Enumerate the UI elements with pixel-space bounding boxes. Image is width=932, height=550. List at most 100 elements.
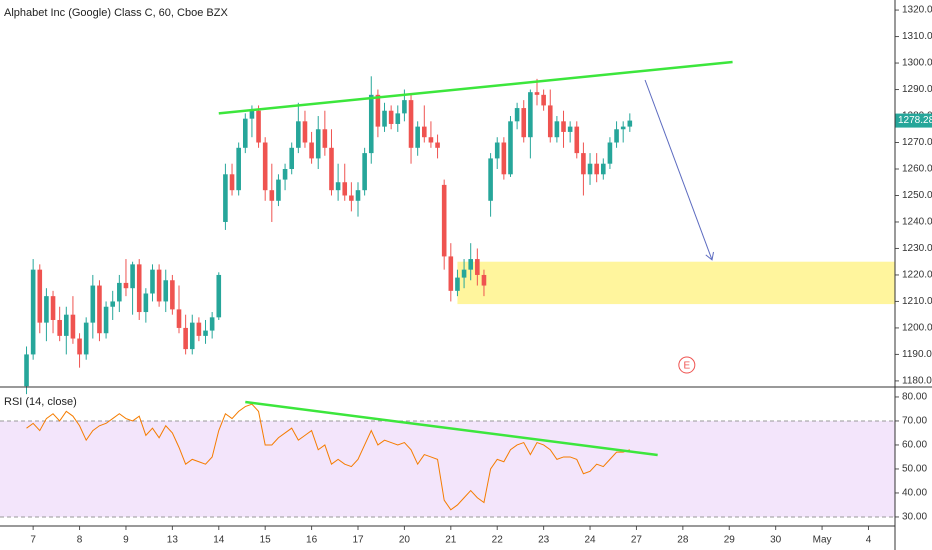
y-tick-label: 40.00	[902, 488, 927, 499]
candle-body	[567, 126, 573, 132]
candle-body	[229, 174, 235, 191]
candle-body	[600, 163, 606, 175]
candle-body	[514, 108, 520, 122]
x-tick-label: 22	[492, 535, 504, 546]
candle-body	[156, 269, 162, 302]
candle-body	[501, 142, 507, 175]
y-tick-label: 80.00	[902, 392, 927, 403]
candle-body	[249, 110, 255, 119]
candle-body	[382, 110, 387, 127]
candle-body	[37, 269, 43, 323]
event-label: E	[683, 361, 690, 372]
candle-body	[547, 105, 553, 138]
candle-body	[607, 142, 613, 164]
candle-body	[441, 184, 447, 257]
candle-body	[110, 301, 116, 307]
candle-body	[322, 129, 328, 148]
candle-body	[282, 168, 288, 180]
candle-body	[415, 126, 420, 148]
candle-body	[196, 322, 202, 336]
candle-body	[83, 322, 89, 355]
x-tick-label: 9	[123, 535, 129, 546]
x-tick-label: 16	[306, 535, 318, 546]
candle-body	[468, 259, 474, 270]
x-tick-label: 30	[770, 535, 782, 546]
candle-body	[402, 100, 407, 114]
x-tick-label: 29	[724, 535, 736, 546]
candle-body	[117, 282, 122, 302]
x-tick-label: 17	[352, 535, 364, 546]
y-tick-label: 50.00	[902, 464, 927, 475]
candle-body	[242, 118, 248, 148]
y-tick-label: 1210.00	[902, 296, 932, 307]
x-tick-label: 23	[538, 535, 550, 546]
candle-body	[395, 113, 401, 124]
candle-body	[209, 317, 215, 331]
candle-body	[130, 264, 135, 289]
candle-body	[554, 121, 560, 138]
chart-title: Alphabet Inc (Google) Class C, 60, Cboe …	[4, 7, 228, 19]
y-tick-label: 60.00	[902, 440, 927, 451]
x-tick-label: 28	[677, 535, 689, 546]
candle-body	[574, 126, 580, 154]
candle-body	[627, 120, 633, 127]
candle-body	[203, 330, 208, 336]
trendline	[245, 400, 658, 457]
candle-body	[620, 126, 626, 130]
arrow	[644, 79, 713, 261]
candle-body	[421, 126, 427, 138]
candle-body	[163, 280, 169, 302]
candle-body	[594, 163, 599, 175]
x-tick-label: 7	[30, 535, 36, 546]
pane-title: RSI (14, close)	[4, 396, 77, 408]
candle-body	[276, 179, 281, 201]
price-label: 1278.28	[898, 115, 932, 126]
candle-body	[541, 94, 546, 106]
candle-body	[388, 110, 394, 124]
x-tick-label: 27	[631, 535, 643, 546]
rsi-line	[26, 403, 630, 511]
candle-body	[90, 285, 96, 323]
candle-body	[50, 296, 56, 320]
candle-body	[176, 309, 182, 328]
candle-body	[475, 259, 480, 275]
candle-body	[342, 182, 348, 196]
y-tick-label: 1230.00	[902, 243, 932, 254]
arrow-head	[705, 251, 714, 261]
candle-body	[587, 163, 593, 175]
candle-body	[256, 110, 261, 143]
candle-body	[136, 264, 142, 313]
y-tick-label: 1180.00	[902, 376, 932, 387]
y-tick-label: 1190.00	[902, 349, 932, 360]
candle-body	[355, 190, 361, 201]
candle-body	[150, 269, 155, 294]
candle-body	[309, 142, 314, 159]
rsi-band	[0, 420, 895, 517]
x-tick-label: 24	[584, 535, 596, 546]
candle-body	[528, 92, 533, 138]
zone	[457, 261, 895, 305]
candle-body	[143, 293, 149, 313]
candle-body	[236, 147, 241, 191]
candle-body	[44, 296, 49, 323]
candle-body	[302, 121, 308, 143]
y-tick-label: 1310.00	[902, 31, 932, 42]
trendline	[218, 60, 733, 115]
candle-body	[57, 319, 62, 336]
x-tick-label: 15	[260, 535, 272, 546]
candle-body	[262, 142, 268, 191]
x-tick-label: May	[813, 535, 832, 546]
candle-body	[183, 327, 188, 350]
candle-body	[494, 142, 500, 159]
candle-body	[614, 129, 619, 143]
candle-body	[408, 100, 414, 148]
candle-body	[30, 269, 36, 355]
candle-body	[481, 274, 487, 286]
candle-body	[296, 121, 301, 148]
candle-body	[368, 94, 374, 154]
y-tick-label: 1290.00	[902, 84, 932, 95]
y-tick-label: 70.00	[902, 416, 927, 427]
candle-body	[488, 158, 493, 201]
